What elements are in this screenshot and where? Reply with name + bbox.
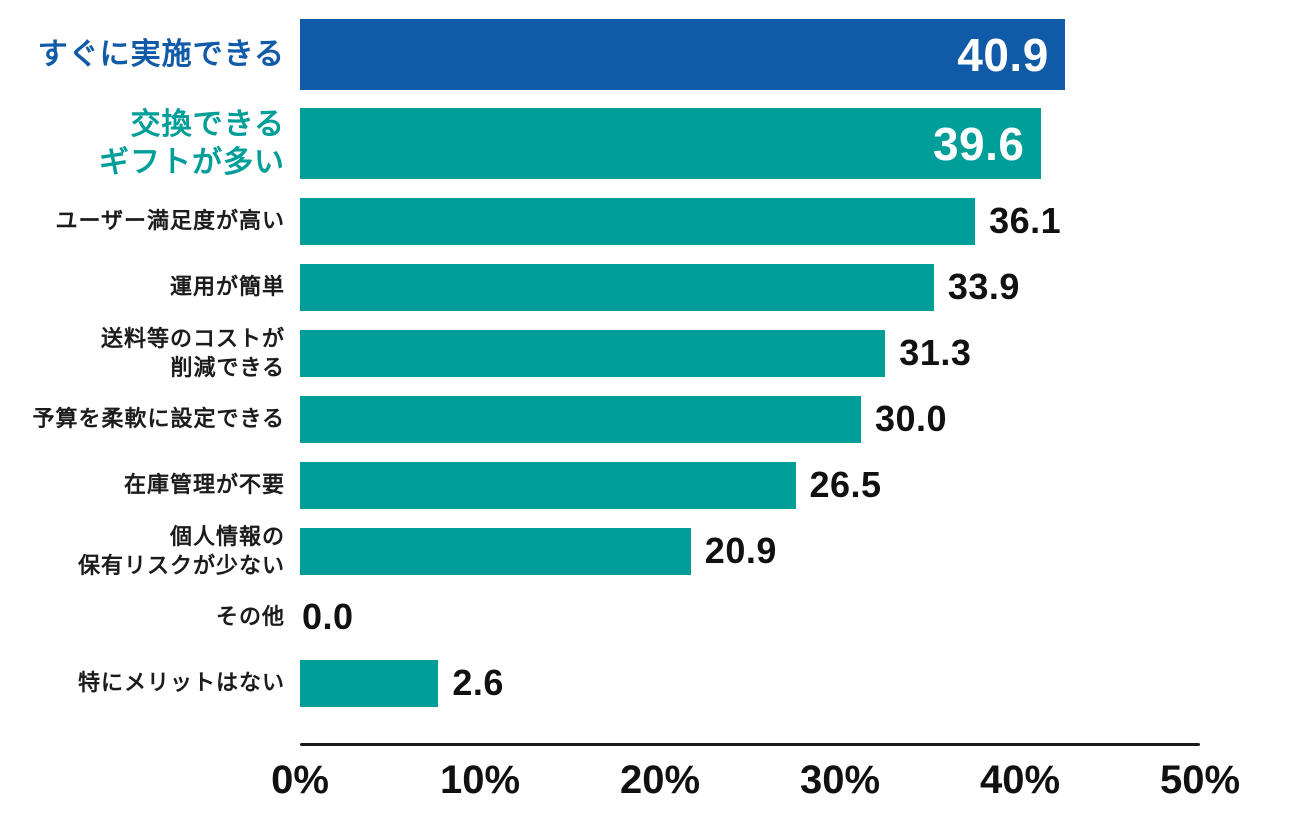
category-label: すぐに実施できる xyxy=(37,37,285,71)
value-label: 0.0 xyxy=(302,596,354,637)
chart-row: 個人情報の 保有リスクが少ない 20.9 xyxy=(0,518,1304,584)
value-label: 40.9 xyxy=(957,28,1049,81)
chart-row: 予算を柔軟に設定できる 30.0 xyxy=(0,386,1304,452)
bar-track: 36.1 xyxy=(300,188,1304,254)
bar xyxy=(300,527,691,575)
bar xyxy=(300,395,861,443)
value-label: 30.0 xyxy=(875,398,948,439)
bar: 39.6 xyxy=(300,108,1041,179)
x-axis-line xyxy=(300,743,1200,746)
chart-rows: すぐに実施できる 40.9 交換できる ギフトが多い 39.6 ユーザー満足度が高い 36.… xyxy=(0,10,1304,716)
bar-track: 30.0 xyxy=(300,386,1304,452)
x-axis-ticks: 0% 10% 20% 30% 40% 50% xyxy=(271,758,1240,814)
bar xyxy=(300,461,796,509)
chart-row: 特にメリットはない 2.6 xyxy=(0,650,1304,716)
bar-track: 33.9 xyxy=(300,254,1304,320)
value-label: 20.9 xyxy=(704,530,777,571)
x-axis-tick: 0% xyxy=(271,758,329,802)
bar-track: 40.9 xyxy=(300,10,1304,99)
chart-row: その他 0.0 xyxy=(0,584,1304,650)
bar-track: 31.3 xyxy=(300,320,1304,386)
x-axis-tick: 50% xyxy=(1159,758,1241,802)
chart-row: すぐに実施できる 40.9 xyxy=(0,10,1304,99)
category-label: 在庫管理が不要 xyxy=(123,472,285,498)
x-axis: 0% 10% 20% 30% 40% 50% xyxy=(271,743,1240,814)
bar-track: 26.5 xyxy=(300,452,1304,518)
category-label: 交換できる ギフトが多い xyxy=(99,108,285,179)
category-label: 送料等のコストが 削減できる xyxy=(100,325,285,380)
bar xyxy=(300,263,934,311)
value-label: 36.1 xyxy=(989,200,1062,241)
chart-row: ユーザー満足度が高い 36.1 xyxy=(0,188,1304,254)
x-axis-tick: 30% xyxy=(799,758,881,802)
bar-track: 2.6 xyxy=(300,650,1304,716)
category-label: 予算を柔軟に設定できる xyxy=(32,406,285,432)
category-label: 運用が簡単 xyxy=(169,274,285,300)
value-label: 2.6 xyxy=(452,662,504,703)
chart-row: 送料等のコストが 削減できる 31.3 xyxy=(0,320,1304,386)
bar: 40.9 xyxy=(300,19,1065,90)
chart-row: 運用が簡単 33.9 xyxy=(0,254,1304,320)
chart-row: 交換できる ギフトが多い 39.6 xyxy=(0,99,1304,188)
x-axis-tick: 40% xyxy=(979,758,1061,802)
value-label: 39.6 xyxy=(932,117,1025,170)
category-label: ユーザー満足度が高い xyxy=(55,208,285,234)
x-axis-tick: 20% xyxy=(619,758,701,802)
bar-track: 0.0 xyxy=(300,584,1304,650)
bar xyxy=(300,329,886,377)
category-label: 個人情報の 保有リスクが少ない xyxy=(77,523,285,578)
category-label: 特にメリットはない xyxy=(77,670,285,696)
x-axis-tick: 10% xyxy=(439,758,521,802)
bar xyxy=(300,197,976,245)
value-label: 31.3 xyxy=(899,332,972,373)
category-label: その他 xyxy=(215,604,285,630)
bar-track: 39.6 xyxy=(300,99,1304,188)
value-label: 33.9 xyxy=(947,266,1020,307)
chart-row: 在庫管理が不要 26.5 xyxy=(0,452,1304,518)
bar-track: 20.9 xyxy=(300,518,1304,584)
bar xyxy=(300,659,439,707)
value-label: 26.5 xyxy=(809,464,882,505)
